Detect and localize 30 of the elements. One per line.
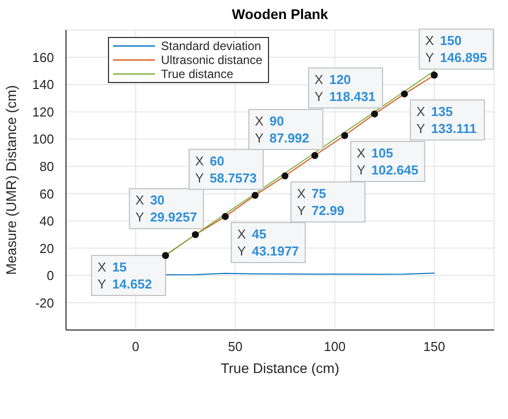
y-tick-label: 60 [40,186,54,202]
y-tick-label: 120 [32,104,54,120]
annotation: X 30 Y 29.9257 [135,192,198,225]
x-tick-label: 50 [228,339,242,354]
y-tick-label: 140 [32,77,54,92]
y-tick-label: 0 [46,268,54,284]
y-tick-label: 20 [40,240,54,256]
x-axis-title: True Distance (cm) [220,360,340,376]
annotation: X 15 Y 14.652 [98,259,152,292]
x-tick-label: 150 [423,339,446,354]
annotation: X 150 Y 146.895 [425,33,487,66]
legend-label: True distance [161,67,234,81]
y-tick-label: 80 [40,158,54,174]
legend-label: Standard deviation [161,39,262,53]
legend-label: Ultrasonic distance [161,53,262,67]
y-tick-label: 40 [40,214,54,229]
annotation: X 75 Y 72.99 [296,186,344,218]
annotation: X 60 Y 58.7573 [195,153,257,186]
x-tick-label: 100 [324,339,346,354]
annotation: X 120 Y 118.431 [314,72,376,104]
annotation: X 45 Y 43.1977 [237,226,299,259]
annotation: X 90 Y 87.992 [254,113,310,146]
annotation: X 135 Y 133.111 [416,104,477,136]
y-tick-label: 160 [32,50,54,65]
x-tick-label: 0 [132,339,140,354]
chart-title: Wooden Plank [230,6,330,22]
y-tick-label: -20 [35,295,54,310]
y-tick-label: 100 [32,132,54,147]
annotation: X 105 Y 102.645 [356,145,418,178]
y-axis-title: Measure (UMR) Distance (cm) [3,85,19,275]
